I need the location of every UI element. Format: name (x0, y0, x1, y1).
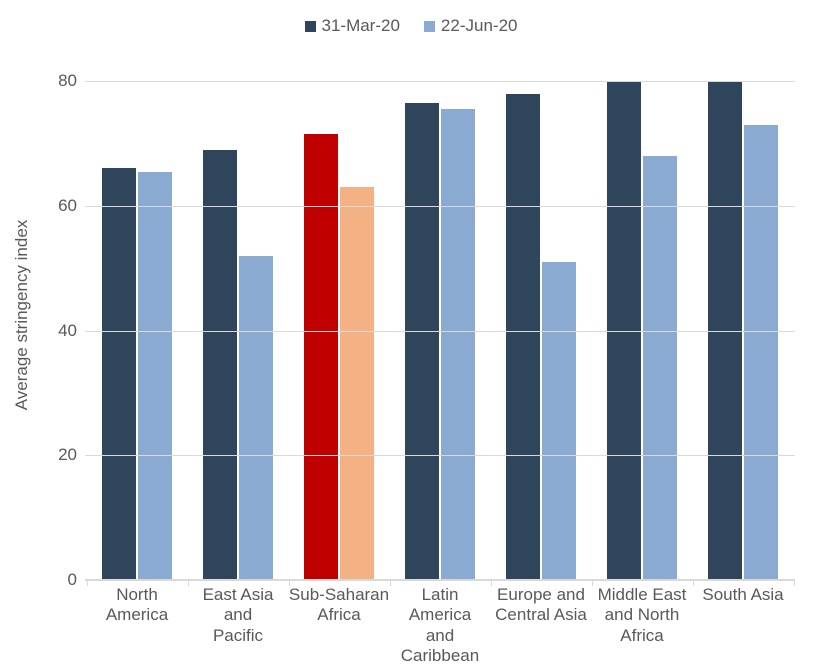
x-axis-category-label: Sub-SaharanAfrica (289, 585, 390, 626)
stringency-bar-chart: 31-Mar-20 22-Jun-20 Average stringency i… (0, 0, 822, 669)
y-gridline (85, 206, 795, 207)
bar (744, 125, 778, 580)
y-tick-label: 60 (37, 196, 77, 216)
y-tick-label: 80 (37, 71, 77, 91)
legend-item-series-2: 22-Jun-20 (424, 16, 518, 36)
y-gridline (85, 331, 795, 332)
y-tick-label: 0 (37, 570, 77, 590)
y-tick-label: 20 (37, 445, 77, 465)
bar (138, 172, 172, 580)
x-axis-category-label: East Asia andPacific (188, 585, 289, 646)
y-gridline (85, 455, 795, 456)
y-tick-label: 40 (37, 321, 77, 341)
legend-swatch-series-1 (305, 21, 316, 32)
bar (102, 168, 136, 580)
bar (542, 262, 576, 580)
y-gridline (85, 580, 795, 581)
bar (304, 134, 338, 580)
plot-area (85, 50, 795, 580)
y-gridline (85, 81, 795, 82)
x-axis-category-label: Middle Eastand NorthAfrica (592, 585, 693, 646)
legend-swatch-series-2 (424, 21, 435, 32)
bar (506, 94, 540, 580)
bar (405, 103, 439, 580)
legend-label-series-2: 22-Jun-20 (441, 16, 518, 36)
bar (203, 150, 237, 580)
y-axis-title: Average stringency index (12, 220, 32, 411)
bar (441, 109, 475, 580)
bars-layer (85, 50, 795, 580)
x-axis-category-label: Latin AmericaandCaribbean (390, 585, 491, 667)
bar (643, 156, 677, 580)
x-axis-category-label: South Asia (693, 585, 794, 605)
x-axis-category-label: Europe andCentral Asia (491, 585, 592, 626)
chart-legend: 31-Mar-20 22-Jun-20 (0, 16, 822, 36)
legend-label-series-1: 31-Mar-20 (322, 16, 400, 36)
bar (340, 187, 374, 580)
bar (239, 256, 273, 580)
x-tick (794, 580, 795, 586)
legend-item-series-1: 31-Mar-20 (305, 16, 400, 36)
x-axis-category-label: NorthAmerica (87, 585, 188, 626)
